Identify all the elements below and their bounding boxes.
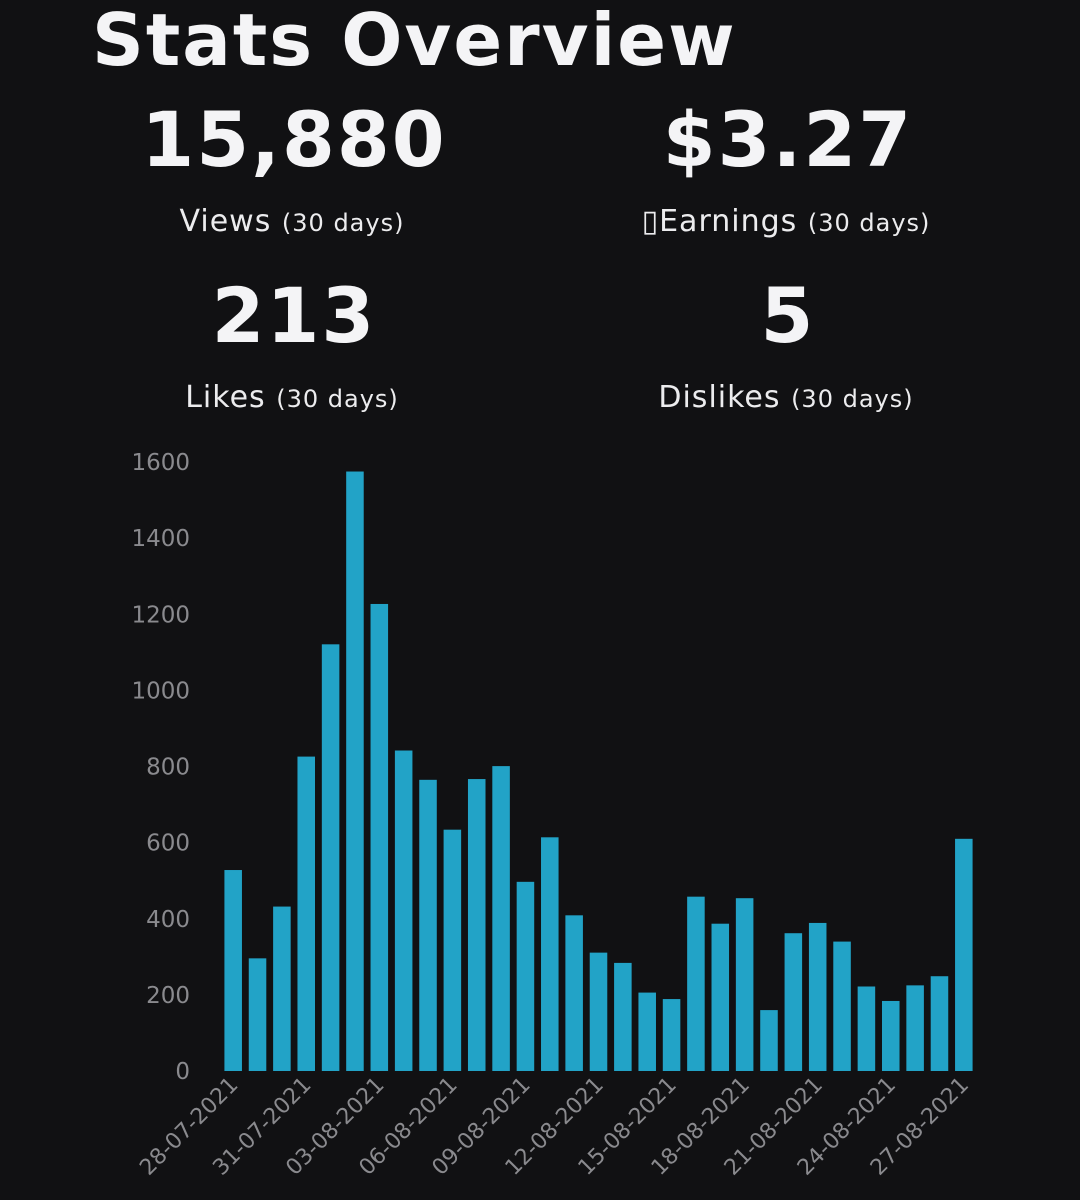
dislikes-label-suffix: (30 days) <box>791 385 914 413</box>
bar <box>565 915 583 1071</box>
views-label: Views (30 days) <box>72 202 512 243</box>
y-tick-label: 1200 <box>131 602 190 628</box>
dislikes-label: Dislikes (30 days) <box>566 378 1006 419</box>
likes-value: 213 <box>211 271 377 360</box>
likes-label: Likes (30 days) <box>72 378 512 419</box>
dislikes-label-text: Dislikes <box>658 380 781 415</box>
bar <box>370 603 389 1071</box>
bar <box>467 779 486 1071</box>
y-tick-label: 400 <box>146 907 190 933</box>
bar <box>321 644 340 1071</box>
y-tick-label: 1000 <box>131 678 190 704</box>
y-tick-label: 0 <box>175 1059 190 1085</box>
bars <box>224 471 973 1071</box>
bar <box>711 923 730 1071</box>
y-tick-label: 1600 <box>131 450 190 476</box>
earnings-label-suffix: (30 days) <box>807 209 931 237</box>
y-tick-label: 1400 <box>131 526 190 552</box>
views-label-text: Views <box>179 204 272 239</box>
y-tick-label: 800 <box>146 755 190 781</box>
bar <box>273 906 291 1071</box>
bar <box>492 766 510 1071</box>
y-tick-label: 200 <box>146 983 190 1009</box>
x-axis-ticks: 28-07-202131-07-202103-08-202106-08-2021… <box>135 1073 974 1181</box>
bar <box>735 898 754 1071</box>
bar <box>662 999 681 1071</box>
dislikes-value: 5 <box>760 271 816 360</box>
earnings-label-text: ▯Earnings <box>641 204 798 239</box>
bar <box>857 986 876 1071</box>
bar <box>930 976 949 1071</box>
bar <box>784 933 803 1071</box>
views-label-suffix: (30 days) <box>281 209 405 237</box>
bar <box>541 837 559 1071</box>
bar <box>297 756 316 1071</box>
bar <box>638 992 656 1071</box>
bar <box>808 922 827 1071</box>
views-bar-chart: 0 200 400 600 800 1000 1200 1400 1600 28-07-2021… <box>131 450 974 1181</box>
likes-label-suffix: (30 days) <box>276 385 399 413</box>
bar <box>224 870 242 1071</box>
bar <box>955 838 973 1071</box>
likes-label-text: Likes <box>185 380 266 415</box>
earnings-label: ▯Earnings (30 days) <box>566 202 1006 243</box>
bar <box>589 952 608 1071</box>
bar <box>419 779 437 1071</box>
y-axis-ticks: 0 200 400 600 800 1000 1200 1400 1600 <box>131 450 190 1085</box>
page-title: Stats Overview <box>92 0 737 82</box>
y-tick-label: 600 <box>146 831 190 857</box>
bar <box>881 1000 900 1071</box>
bar <box>760 1010 778 1071</box>
bar <box>443 829 462 1071</box>
bar <box>614 962 632 1071</box>
bar <box>394 750 413 1071</box>
bar <box>906 985 924 1071</box>
bar <box>516 881 535 1071</box>
earnings-value: $3.27 <box>662 95 914 184</box>
bar <box>687 896 705 1071</box>
bar <box>833 941 851 1071</box>
bar <box>346 471 364 1071</box>
bar <box>248 958 267 1071</box>
views-value: 15,880 <box>141 95 447 184</box>
